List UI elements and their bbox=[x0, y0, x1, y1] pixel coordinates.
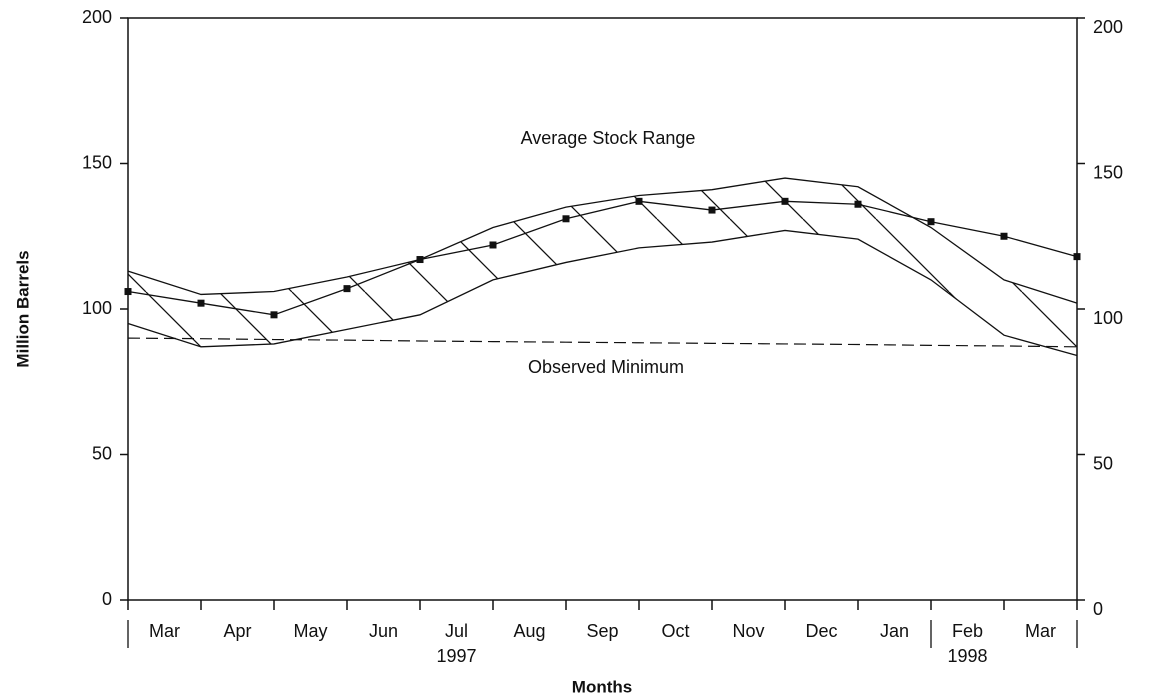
y2-tick-label: 50 bbox=[1093, 453, 1113, 473]
annotation: Average Stock Range bbox=[521, 128, 696, 148]
stock-point bbox=[781, 197, 789, 205]
y-tick-label: 100 bbox=[82, 298, 112, 318]
annotation: Observed Minimum bbox=[528, 357, 684, 377]
stock-point bbox=[708, 206, 716, 214]
x-tick-label: Oct bbox=[661, 621, 689, 641]
stock-point bbox=[1073, 253, 1081, 261]
range-upper bbox=[127, 177, 1078, 304]
y-tick-label: 150 bbox=[82, 152, 112, 172]
y2-tick-label: 100 bbox=[1093, 308, 1123, 328]
x-tick-label: Dec bbox=[805, 621, 837, 641]
year-label: 1997 bbox=[436, 646, 476, 666]
stock-point bbox=[124, 288, 132, 296]
stock-point bbox=[635, 197, 643, 205]
x-tick-label: Nov bbox=[732, 621, 764, 641]
x-tick-label: Feb bbox=[952, 621, 983, 641]
stock-point bbox=[489, 241, 497, 249]
stock-point bbox=[1000, 232, 1008, 240]
stock-point bbox=[927, 218, 935, 226]
stock-point bbox=[562, 215, 570, 223]
x-tick-label: Mar bbox=[1025, 621, 1056, 641]
x-tick-label: Mar bbox=[149, 621, 180, 641]
x-tick-label: Apr bbox=[223, 621, 251, 641]
y-tick-label: 0 bbox=[102, 589, 112, 609]
stock-point bbox=[416, 256, 424, 264]
minimum-line bbox=[127, 337, 1078, 348]
y-tick-label: 200 bbox=[82, 7, 112, 27]
x-tick-label: Jul bbox=[445, 621, 468, 641]
year-label: 1998 bbox=[947, 646, 987, 666]
y-tick-label: 50 bbox=[92, 443, 112, 463]
stock-point bbox=[197, 299, 205, 307]
y2-tick-label: 150 bbox=[1093, 162, 1123, 182]
x-tick-label: Sep bbox=[586, 621, 618, 641]
y2-tick-label: 0 bbox=[1093, 599, 1103, 619]
range-lower bbox=[127, 229, 1078, 357]
stock-line bbox=[127, 200, 1078, 316]
stock-point bbox=[854, 200, 862, 208]
x-axis-title: Months bbox=[572, 677, 632, 696]
x-tick-label: Jun bbox=[369, 621, 398, 641]
stock-point bbox=[270, 311, 278, 319]
stock-point bbox=[343, 285, 351, 293]
x-tick-label: Aug bbox=[513, 621, 545, 641]
range-fill bbox=[128, 178, 1077, 356]
x-tick-label: May bbox=[293, 621, 327, 641]
y-axis-title: Million Barrels bbox=[13, 250, 32, 367]
x-tick-label: Jan bbox=[880, 621, 909, 641]
y2-tick-label: 200 bbox=[1093, 17, 1123, 37]
